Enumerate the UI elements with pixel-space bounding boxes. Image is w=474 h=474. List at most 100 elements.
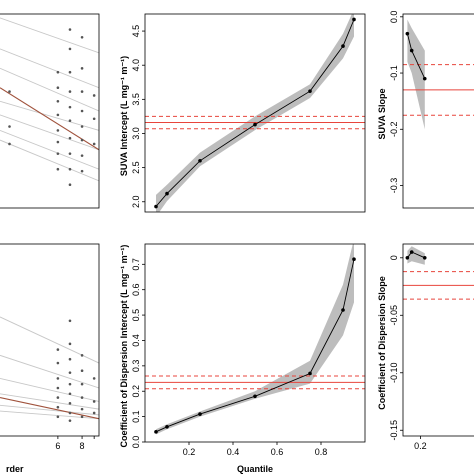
data-point [92, 377, 96, 380]
quantile-point [409, 48, 414, 53]
quantile-point [405, 255, 410, 260]
ols-fit-line [0, 397, 99, 420]
x-tick-label: 8 [80, 441, 85, 451]
plot-frame [402, 13, 474, 209]
quantile-point [341, 308, 345, 312]
y-tick-label: 0.4 [131, 334, 141, 347]
confidence-band [156, 244, 354, 435]
y-tick-label: -0.15 [389, 420, 399, 441]
quantile-fit-line [0, 114, 99, 151]
data-point [56, 100, 60, 103]
quantile-point [154, 204, 158, 209]
data-point [68, 319, 72, 323]
panel-cd-intercept: 0.0 0.1 0.2 0.3 0.4 0.5 0.6 0.7 0.2 0.4 0.6 0.8 Coef… [119, 243, 366, 474]
y-tick-label: -0.3 [389, 178, 399, 194]
y-tick-label: -0.1 [389, 65, 399, 81]
quantile-point [409, 250, 414, 254]
data-point [68, 411, 72, 415]
data-point [56, 152, 60, 155]
data-point [68, 183, 72, 187]
y-tick-label: -0.10 [389, 363, 399, 384]
y-tick-label: 0.0 [389, 11, 399, 24]
data-point [56, 396, 60, 399]
data-point [68, 28, 72, 31]
quantile-fit-line [0, 139, 99, 182]
data-point [80, 354, 84, 357]
quantile-fit-line [0, 48, 99, 89]
y-axis-label: SUVA Intercept (L mg⁻¹ m⁻¹) [119, 56, 129, 176]
y-tick-label: 0.5 [131, 309, 141, 322]
data-point [68, 47, 72, 51]
data-point [56, 70, 60, 74]
quantile-point [154, 430, 158, 434]
data-point [8, 90, 11, 93]
plot-frame [144, 13, 366, 213]
panel-cd-slope: 0 -0.05 -0.10 -0.15 0.2 Coefficient of Disper… [377, 243, 474, 451]
x-axis-label: rder [6, 464, 24, 474]
y-axis-label: Coefficient of Dispersion Intercept (L m… [119, 245, 129, 448]
data-point [56, 348, 60, 351]
plot-area [145, 244, 365, 435]
quantile-fit-line [0, 100, 99, 131]
data-point [80, 382, 84, 386]
x-tick-label: 0.2 [414, 441, 427, 451]
data-point [92, 94, 96, 97]
x-tick-label: 6 [55, 441, 60, 451]
data-point [68, 357, 72, 361]
data-point [80, 407, 84, 411]
quantile-point [422, 255, 427, 260]
quantile-point [198, 158, 202, 163]
quantile-point [165, 191, 169, 196]
plot-area [0, 316, 99, 422]
y-tick-label: 2.5 [131, 161, 141, 174]
y-tick-label: 0.6 [131, 283, 141, 296]
plot-frame [402, 243, 474, 437]
panel-scatter-bottom: 6 8 rder [0, 243, 100, 474]
data-point [56, 113, 60, 117]
y-tick-label: 0.3 [131, 360, 141, 373]
data-point [56, 405, 60, 409]
data-point [92, 411, 96, 415]
data-point [56, 86, 60, 90]
quantile-point [198, 412, 202, 416]
data-point [8, 142, 11, 146]
x-tick-label: 0.2 [183, 447, 196, 457]
y-tick-label: -0.2 [389, 122, 399, 138]
data-point [56, 129, 60, 132]
panel-suva-slope: 0.0 -0.1 -0.2 -0.3 SUVA Slope [377, 11, 474, 209]
quantile-fit-line [0, 393, 99, 410]
data-point [68, 392, 72, 396]
x-axis-label: Quantile [237, 464, 273, 474]
data-point [68, 419, 72, 422]
y-tick-label: 4.5 [131, 25, 141, 38]
data-point [56, 377, 60, 380]
plot-frame [144, 243, 366, 443]
data-point [8, 125, 11, 128]
quantile-fit-line [0, 17, 99, 54]
data-point [68, 70, 72, 74]
data-point [68, 402, 72, 405]
data-point [56, 167, 60, 171]
x-tick-label: 0.6 [271, 447, 284, 457]
y-tick-label: 0 [389, 255, 399, 260]
x-tick-label: 0.8 [315, 447, 328, 457]
data-point [92, 142, 96, 146]
y-tick-label: 4.0 [131, 59, 141, 72]
confidence-band [407, 19, 425, 130]
quantile-point [308, 371, 312, 376]
data-point [68, 90, 72, 93]
plot-area [145, 14, 365, 212]
data-point [68, 119, 72, 122]
data-point [68, 152, 72, 155]
plot-frame [0, 243, 100, 437]
panel-scatter-top [0, 13, 100, 209]
data-point [68, 342, 72, 346]
plot-area [403, 246, 474, 300]
panel-suva-intercept: 2.0 2.5 3.0 3.5 4.0 4.5 SUVA Intercept (L mg⁻¹… [119, 13, 366, 213]
ols-fit-line [0, 87, 99, 151]
data-point [68, 371, 72, 374]
data-point [68, 105, 72, 109]
data-point [80, 415, 84, 419]
data-point [56, 415, 60, 419]
